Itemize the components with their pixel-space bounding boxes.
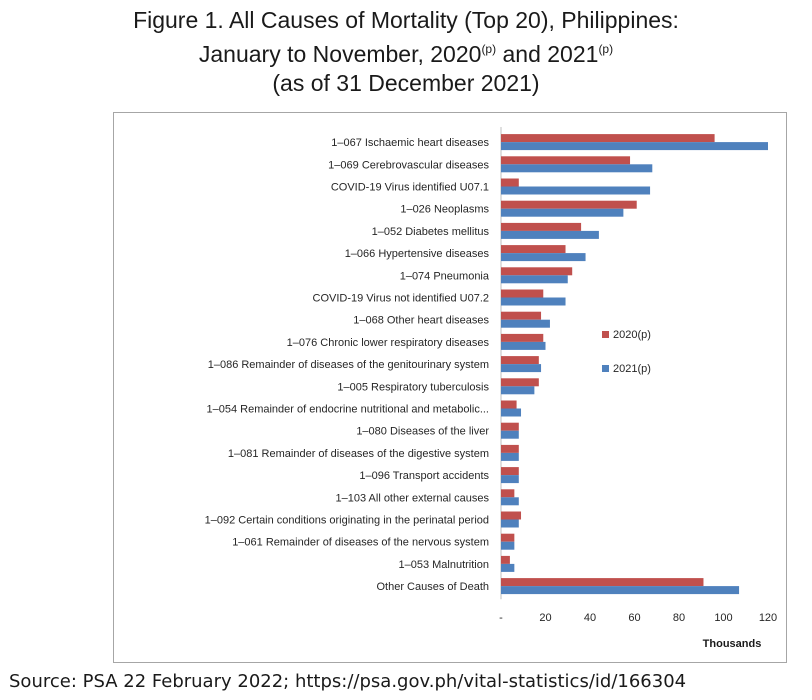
bar-2021p — [501, 452, 519, 461]
legend-label: 2021(p) — [613, 363, 651, 375]
x-tick-label: 120 — [759, 612, 777, 624]
title-line-2-text: January to November, 2020 — [198, 41, 482, 67]
bar-2020p — [501, 356, 539, 365]
title-line-1: Figure 1. All Causes of Mortality (Top 2… — [133, 7, 679, 33]
bar-2020p — [501, 289, 544, 298]
bar-2020p — [501, 134, 715, 143]
bar-2020p — [501, 156, 631, 165]
bar-2021p — [501, 253, 586, 262]
x-tick-label: - — [499, 612, 503, 624]
category-label: COVID-19 Virus identified U07.1 — [331, 182, 489, 194]
category-label: 1–076 Chronic lower respiratory diseases — [287, 337, 490, 349]
title-line-2: January to November, 2020(p) and 2021(p) — [0, 35, 812, 69]
category-label: 1–067 Ischaemic heart diseases — [331, 137, 489, 149]
category-label: 1–086 Remainder of diseases of the genit… — [208, 359, 489, 371]
bar-2021p — [501, 430, 519, 439]
category-label: 1–096 Transport accidents — [359, 470, 489, 482]
x-tick-label: 20 — [539, 612, 551, 624]
legend-swatch — [602, 331, 609, 338]
category-label: 1–061 Remainder of diseases of the nervo… — [232, 537, 489, 549]
x-tick-label: 60 — [628, 612, 640, 624]
legend-label: 2020(p) — [613, 329, 651, 341]
bar-2021p — [501, 341, 546, 350]
category-label: 1–068 Other heart diseases — [353, 315, 489, 327]
title-superscript-2021: (p) — [598, 42, 614, 56]
bar-2021p — [501, 319, 550, 328]
bar-2021p — [501, 408, 522, 417]
bar-2020p — [501, 267, 573, 276]
bar-2021p — [501, 208, 624, 217]
bar-2021p — [501, 364, 542, 373]
bar-2020p — [501, 422, 519, 431]
category-label: 1–026 Neoplasms — [400, 204, 489, 216]
bar-2021p — [501, 230, 599, 239]
bar-2021p — [501, 186, 651, 195]
category-label: 1–053 Malnutrition — [398, 559, 489, 571]
chart-frame: 1–067 Ischaemic heart diseases 1–069 Cere… — [113, 112, 787, 663]
title-line-3: (as of 31 December 2021) — [272, 70, 540, 96]
bar-2021p — [501, 563, 515, 572]
bar-2020p — [501, 200, 637, 209]
bar-2020p — [501, 178, 519, 187]
category-label: 1–092 Certain conditions originating in … — [205, 515, 489, 527]
x-tick-label: 40 — [584, 612, 596, 624]
category-label: 1–080 Diseases of the liver — [356, 426, 489, 438]
source-note: Source: PSA 22 February 2022; https://ps… — [9, 671, 687, 692]
bar-2021p — [501, 497, 519, 506]
bar-2020p — [501, 489, 515, 498]
bar-2020p — [501, 400, 517, 409]
category-label: 1–066 Hypertensive diseases — [345, 248, 490, 260]
bar-2020p — [501, 222, 582, 231]
bar-2020p — [501, 578, 704, 587]
category-label: 1–074 Pneumonia — [400, 270, 490, 282]
bar-2020p — [501, 533, 515, 542]
category-label: 1–054 Remainder of endocrine nutritional… — [206, 404, 489, 416]
bar-2021p — [501, 164, 653, 173]
category-label: COVID-19 Virus not identified U07.2 — [313, 293, 490, 305]
bar-2021p — [501, 475, 519, 484]
x-tick-label: 100 — [714, 612, 732, 624]
bar-2020p — [501, 311, 542, 320]
bar-2021p — [501, 519, 519, 528]
legend-swatch — [602, 365, 609, 372]
bar-2020p — [501, 555, 510, 564]
bar-2021p — [501, 275, 568, 284]
bar-2021p — [501, 142, 768, 151]
bar-2021p — [501, 586, 740, 595]
x-tick-label: 80 — [673, 612, 685, 624]
category-label: 1–005 Respiratory tuberculosis — [337, 381, 489, 393]
category-label: 1–081 Remainder of diseases of the diges… — [228, 448, 489, 460]
bar-2020p — [501, 245, 566, 254]
title-superscript-2020: (p) — [481, 42, 497, 56]
bar-2020p — [501, 511, 522, 520]
category-label: 1–052 Diabetes mellitus — [372, 226, 490, 238]
bar-2020p — [501, 333, 544, 342]
chart-title: Figure 1. All Causes of Mortality (Top 2… — [0, 6, 812, 98]
bar-2021p — [501, 297, 566, 306]
bar-2020p — [501, 467, 519, 476]
bar-2021p — [501, 541, 515, 550]
category-label: 1–069 Cerebrovascular diseases — [328, 159, 489, 171]
bar-2020p — [501, 378, 539, 387]
category-label: 1–103 All other external causes — [336, 492, 490, 504]
bar-2020p — [501, 444, 519, 453]
title-line-2-mid: and 2021 — [496, 41, 599, 67]
bar-2021p — [501, 386, 535, 395]
category-label: Other Causes of Death — [376, 581, 489, 593]
x-axis-title: Thousands — [703, 638, 762, 650]
bar-chart: 1–067 Ischaemic heart diseases 1–069 Cere… — [205, 127, 777, 650]
